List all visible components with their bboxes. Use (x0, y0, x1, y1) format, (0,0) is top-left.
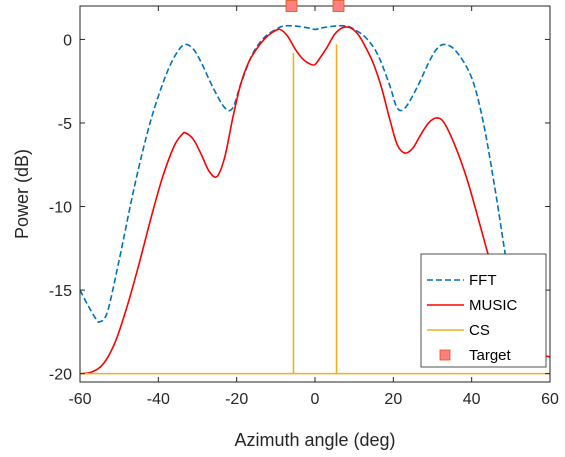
y-tick-label: -20 (49, 367, 72, 384)
tick-layer: -60 -40 -20 0 20 40 60 -20 -15 -10 -5 0 (49, 6, 559, 408)
x-tick-label: -60 (68, 391, 91, 408)
y-tick-label: -5 (58, 116, 72, 133)
x-tick-label: 0 (311, 391, 320, 408)
x-tick-label: -20 (225, 391, 248, 408)
target-marker (332, 0, 345, 12)
y-tick-label: -10 (49, 200, 72, 217)
y-tick-label: -15 (49, 283, 72, 300)
series-line-music (80, 26, 550, 375)
y-axis-label: Power (dB) (12, 149, 32, 239)
x-tick-label: -40 (147, 391, 170, 408)
legend-target-label: Target (469, 347, 512, 364)
legend-cs-label: CS (469, 322, 490, 339)
x-axis-label: Azimuth angle (deg) (234, 430, 395, 450)
marker-layer (285, 0, 345, 12)
legend-box (420, 253, 547, 368)
series-line-fft (80, 24, 512, 323)
legend-music-label: MUSIC (469, 297, 518, 314)
legend-fft-label: FFT (469, 272, 497, 289)
x-tick-label: 40 (463, 391, 481, 408)
x-tick-label: 20 (384, 391, 402, 408)
series-layer (80, 24, 550, 375)
target-marker (285, 0, 298, 12)
legend-target-marker (439, 349, 451, 361)
legend: FFT MUSIC CS Target (420, 253, 547, 368)
x-tick-label: 60 (541, 391, 559, 408)
y-tick-label: 0 (63, 32, 72, 49)
